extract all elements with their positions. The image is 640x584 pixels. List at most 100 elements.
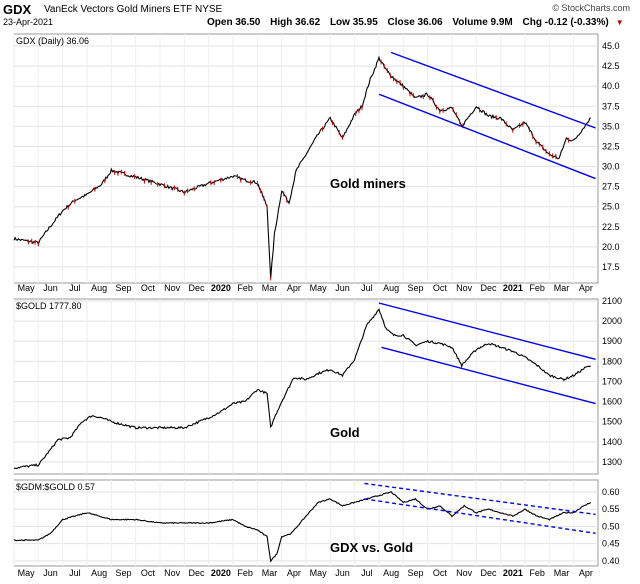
x-tick-label: Jul <box>69 283 81 293</box>
x-tick-label: 2021 <box>503 283 523 293</box>
quote-change: Chg -0.12 (-0.33%) <box>522 17 609 28</box>
trend-channel-line <box>381 346 596 405</box>
y-tick-label: 1500 <box>602 417 622 427</box>
x-tick-label: Dec <box>480 568 497 578</box>
x-tick-label: Oct <box>141 568 156 578</box>
x-tick-label: May <box>18 568 36 578</box>
x-tick-label: Nov <box>456 568 473 578</box>
y-tick-label: 20.0 <box>602 242 620 252</box>
top-panel: 17.5 20.0 22.5 25.0 27.5 30.0 32.5 35.0 37.5 40.0… <box>13 33 620 293</box>
x-tick-label: Jun <box>43 568 58 578</box>
x-tick-label: Nov <box>456 283 473 293</box>
x-tick-label: Mar <box>554 283 570 293</box>
x-tick-label: Sep <box>115 568 131 578</box>
y-tick-label: 27.5 <box>602 182 620 192</box>
y-tick-label: 2000 <box>602 316 622 326</box>
x-tick-label: 2020 <box>211 568 231 578</box>
middle-panel: 1300 1400 1500 1600 1700 1800 1900 2000 2100 $GOL… <box>13 296 622 475</box>
y-tick-label: 1900 <box>602 336 622 346</box>
x-tick-label: Oct <box>141 283 156 293</box>
x-tick-label: Mar <box>262 283 278 293</box>
y-tick-label: 42.5 <box>602 61 620 71</box>
trend-channel-line <box>390 51 596 129</box>
x-tick-label: Dec <box>188 568 205 578</box>
x-tick-label: May <box>310 283 328 293</box>
middle-panel-label: $GOLD 1777.80 <box>16 301 82 311</box>
y-tick-label: 45.0 <box>602 41 620 51</box>
x-tick-label: Feb <box>529 568 545 578</box>
trend-channel-line <box>364 498 596 535</box>
x-tick-label: Aug <box>91 568 107 578</box>
y-tick-label: 22.5 <box>602 222 620 232</box>
x-tick-label: Jul <box>69 568 81 578</box>
x-tick-label: Apr <box>287 568 301 578</box>
middle-series-line <box>13 308 592 470</box>
x-tick-label: Jul <box>361 283 373 293</box>
bottom-series-line <box>13 490 592 563</box>
y-tick-label: 1400 <box>602 437 622 447</box>
x-tick-label: 2021 <box>503 568 523 578</box>
x-tick-label: Jun <box>43 283 58 293</box>
down-arrow-icon: ▼ <box>615 18 624 27</box>
quote-low: Low 35.95 <box>329 17 378 28</box>
quote-date: 23-Apr-2021 <box>3 17 54 27</box>
x-tick-label: Jul <box>361 568 373 578</box>
y-tick-label: 25.0 <box>602 202 620 212</box>
x-tick-label: 2020 <box>211 283 231 293</box>
chart-header: GDX VanEck Vectors Gold Miners ETF NYSE … <box>0 0 640 34</box>
x-tick-label: Aug <box>383 568 399 578</box>
x-tick-label: Sep <box>407 568 423 578</box>
y-tick-label: 0.55 <box>602 504 620 514</box>
security-name: VanEck Vectors Gold Miners ETF NYSE <box>44 4 222 15</box>
quote-high: High 36.62 <box>270 17 321 28</box>
x-tick-label: Nov <box>164 568 181 578</box>
x-tick-label: Feb <box>529 283 545 293</box>
top-panel-label: GDX (Daily) 36.06 <box>16 36 89 46</box>
y-tick-label: 17.5 <box>602 262 620 272</box>
quote-close: Close 36.06 <box>387 17 443 28</box>
x-tick-label: Feb <box>237 283 253 293</box>
x-tick-label: Nov <box>164 283 181 293</box>
y-tick-label: 2100 <box>602 296 622 306</box>
y-tick-label: 0.50 <box>602 521 620 531</box>
y-tick-label: 0.60 <box>602 487 620 497</box>
y-tick-label: 32.5 <box>602 141 620 151</box>
exchange-label: NYSE <box>194 4 223 15</box>
top-annotation: Gold miners <box>330 176 406 191</box>
bottom-panel: 0.40 0.45 0.50 0.55 0.60 $GDM:$GOLD 0.57 GDX v… <box>13 479 620 578</box>
x-tick-label: Apr <box>579 568 593 578</box>
x-tick-label: Feb <box>237 568 253 578</box>
y-tick-label: 1700 <box>602 376 622 386</box>
x-tick-label: Oct <box>433 283 448 293</box>
top-series-line <box>13 55 591 279</box>
x-tick-label: Jun <box>335 283 350 293</box>
x-tick-label: Aug <box>91 283 107 293</box>
trend-channel-line <box>378 93 596 180</box>
x-tick-label: Apr <box>579 283 593 293</box>
y-tick-label: 37.5 <box>602 101 620 111</box>
stockcharts-credit: © StockCharts.com <box>552 3 630 13</box>
x-tick-label: Oct <box>433 568 448 578</box>
trend-channel-line <box>378 302 596 361</box>
x-tick-label: Mar <box>262 568 278 578</box>
y-tick-label: 40.0 <box>602 81 620 91</box>
y-tick-label: 35.0 <box>602 121 620 131</box>
y-tick-label: 0.45 <box>602 539 620 549</box>
bottom-annotation: GDX vs. Gold <box>330 540 413 555</box>
y-tick-label: 1800 <box>602 356 622 366</box>
x-tick-label: Sep <box>407 283 423 293</box>
quote-volume: Volume 9.9M <box>452 17 513 28</box>
x-tick-label: Aug <box>383 283 399 293</box>
y-tick-label: 1300 <box>602 457 622 467</box>
ticker-symbol: GDX <box>3 2 32 17</box>
y-tick-label: 1600 <box>602 397 622 407</box>
x-tick-label: May <box>18 283 36 293</box>
x-tick-label: May <box>310 568 328 578</box>
y-tick-label: 30.0 <box>602 162 620 172</box>
quote-summary: Open 36.50 High 36.62 Low 35.95 Close 36… <box>207 17 631 28</box>
bottom-panel-label: $GDM:$GOLD 0.57 <box>16 482 95 492</box>
quote-open: Open 36.50 <box>207 17 261 28</box>
trend-channel-line <box>364 482 596 516</box>
x-tick-label: Sep <box>115 283 131 293</box>
